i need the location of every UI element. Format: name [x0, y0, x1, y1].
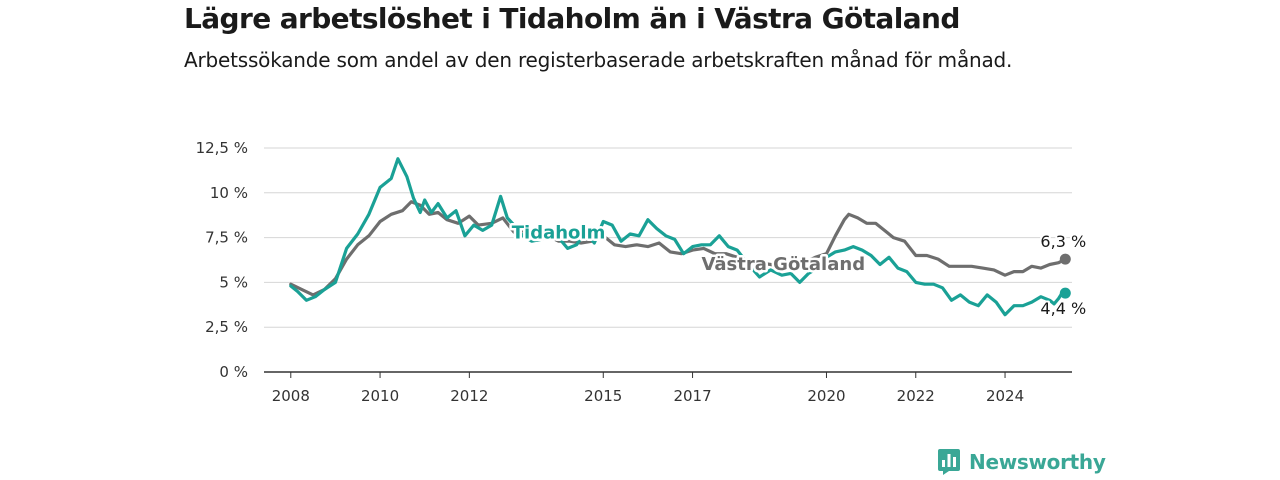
x-axis-ticks: 2008 2010 2012 2015 2017 2020 2022 2024 — [272, 372, 1024, 405]
x-tick-label: 2024 — [986, 387, 1024, 405]
y-tick-label: 0 % — [219, 363, 248, 381]
y-tick-label: 12,5 % — [196, 139, 248, 157]
series-end-marker — [1059, 253, 1071, 265]
y-axis-ticks: 0 % 2,5 % 5 % 7,5 % 10 % 12,5 % — [196, 139, 248, 381]
series-end-value-label: 6,3 % — [1040, 232, 1086, 251]
line-chart: 0 %2,5 %5 %7,5 %10 %12,5 % 2008 2010 2012 2… — [196, 139, 1089, 405]
y-tick-label: 7,5 % — [205, 229, 248, 247]
series-end-value-label: 4,4 % — [1040, 299, 1086, 318]
x-tick-label: 2022 — [897, 387, 935, 405]
x-tick-label: 2008 — [272, 387, 310, 405]
series-name-label: Tidaholm — [512, 222, 606, 243]
series-line — [289, 200, 1067, 297]
series-lines — [289, 157, 1071, 317]
y-tick-label: 10 % — [210, 184, 248, 202]
gridlines — [264, 147, 1072, 373]
series-line — [289, 157, 1067, 317]
x-tick-label: 2020 — [807, 387, 845, 405]
x-tick-label: 2015 — [584, 387, 622, 405]
x-tick-label: 2010 — [361, 387, 399, 405]
chart-title: Lägre arbetslöshet i Tidaholm än i Västr… — [184, 2, 960, 35]
y-tick-label: 2,5 % — [205, 318, 248, 336]
brand-name: Newsworthy — [969, 450, 1106, 474]
series-end-marker — [1059, 287, 1071, 299]
bar-chart-logo-icon — [938, 449, 960, 475]
x-tick-label: 2012 — [450, 387, 488, 405]
chart-subtitle: Arbetssökande som andel av den registerb… — [184, 48, 1013, 72]
x-tick-label: 2017 — [673, 387, 711, 405]
y-tick-label: 5 % — [219, 273, 248, 291]
series-labels: Tidaholm Västra Götaland 6,3 % 4,4 % — [509, 220, 1088, 320]
series-name-label: Västra Götaland — [701, 254, 865, 275]
newsworthy-logo: Newsworthy — [937, 448, 1106, 476]
